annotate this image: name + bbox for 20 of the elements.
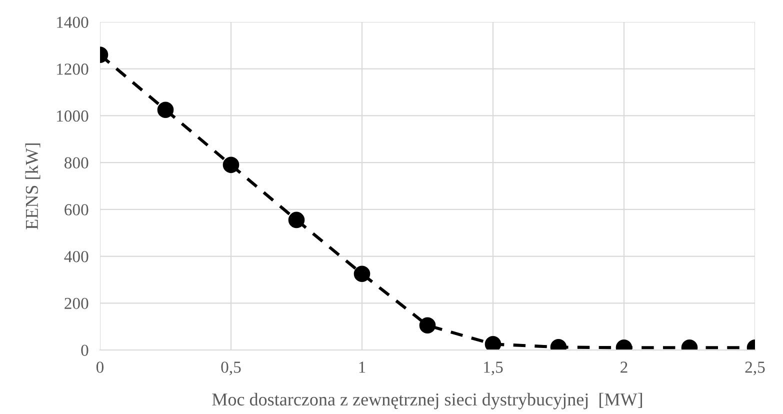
x-axis-title: Moc dostarczona z zewnętrznej sieci dystrybucyjnej [MW] bbox=[212, 392, 642, 410]
y-tick-label: 1000 bbox=[57, 110, 88, 122]
y-tick-label: 600 bbox=[64, 204, 88, 216]
point bbox=[484, 336, 502, 350]
x-tick-label: 0 bbox=[96, 362, 104, 373]
x-tick-label: 2 bbox=[620, 362, 628, 373]
x-tick-label: 1,5 bbox=[484, 362, 503, 376]
y-tick-label: 400 bbox=[64, 250, 88, 262]
point bbox=[222, 156, 240, 174]
y-axis-title: EENS [kW] bbox=[25, 143, 40, 230]
x-tick-label: 1 bbox=[359, 362, 366, 373]
y-tick-label: 0 bbox=[81, 344, 88, 356]
y-tick-label: 1400 bbox=[57, 16, 88, 28]
x-tick-label: 2,5 bbox=[745, 362, 765, 376]
y-tick-label: 800 bbox=[64, 157, 88, 169]
point bbox=[157, 102, 174, 118]
y-tick-label: 1200 bbox=[57, 64, 88, 75]
point bbox=[288, 212, 305, 228]
x-tick-label: 0,5 bbox=[221, 362, 241, 376]
y-tick-label: 200 bbox=[64, 298, 88, 310]
